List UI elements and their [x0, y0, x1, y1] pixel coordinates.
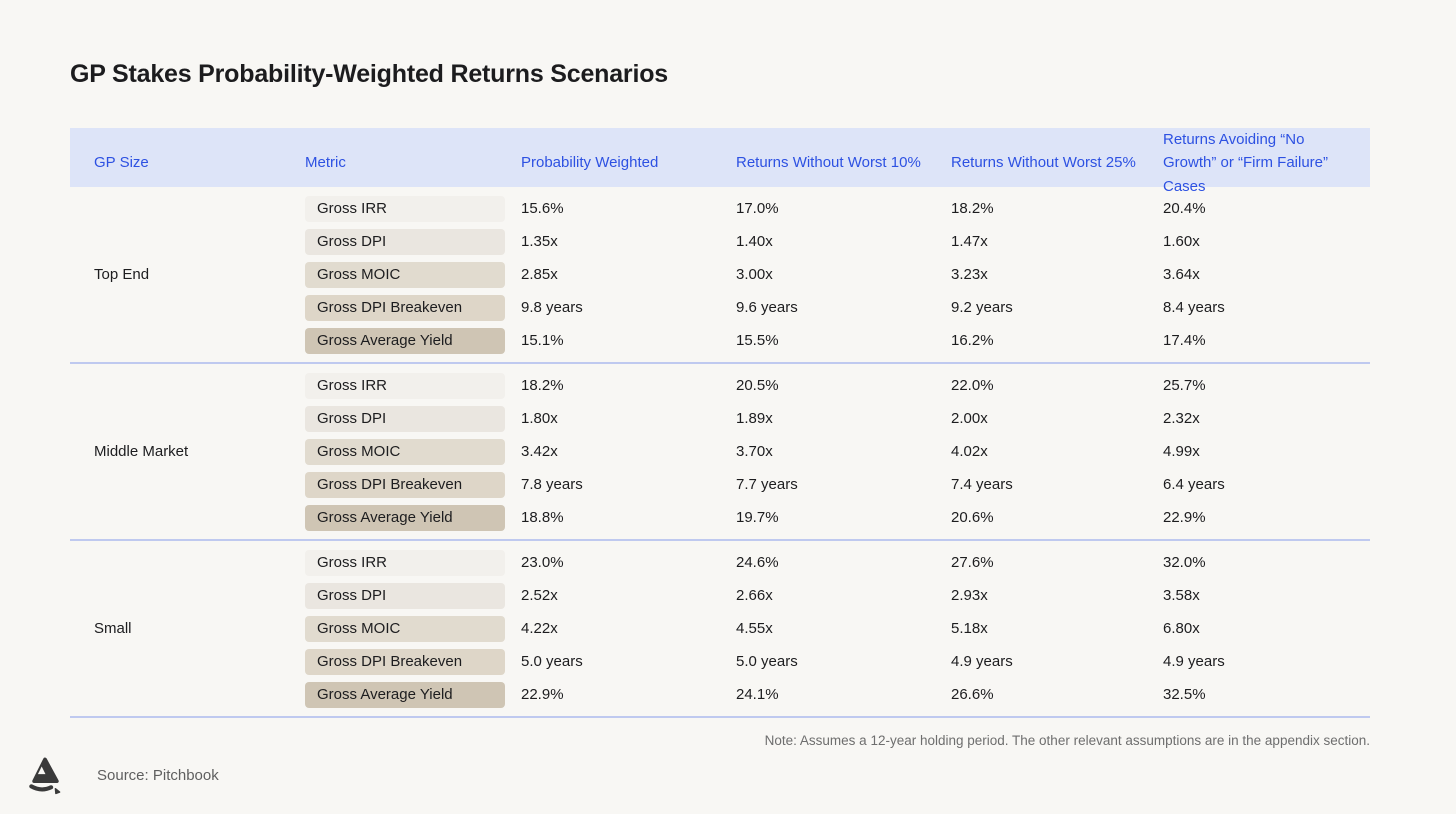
metric-pill: Gross IRR — [305, 195, 505, 222]
gp-size-label: Top End — [94, 266, 150, 283]
value-cell: 32.0% — [1163, 554, 1206, 571]
value-cell: 32.5% — [1163, 686, 1206, 703]
metric-pill: Gross DPI — [305, 582, 505, 609]
value-cell: 9.2 years — [951, 299, 1013, 316]
metric-pill: Gross IRR — [305, 372, 505, 399]
table-note: Note: Assumes a 12-year holding period. … — [764, 733, 1370, 748]
table-body: Top End Gross IRR 15.6% 17.0% 18.2% 20.4% Gros… — [70, 187, 1370, 718]
gp-size-label: Middle Market — [94, 443, 189, 460]
column-header: Probability Weighted — [521, 154, 659, 172]
column-header: Returns Without Worst 10% — [736, 154, 921, 172]
value-cell: 3.58x — [1163, 587, 1200, 604]
value-cell: 19.7% — [736, 509, 779, 526]
value-cell: 18.8% — [521, 509, 564, 526]
value-cell: 17.0% — [736, 200, 779, 217]
brand-logo-icon — [29, 757, 61, 795]
value-cell: 7.7 years — [736, 476, 798, 493]
value-cell: 3.23x — [951, 266, 988, 283]
value-cell: 4.9 years — [1163, 653, 1225, 670]
value-cell: 15.1% — [521, 332, 564, 349]
value-cell: 20.6% — [951, 509, 994, 526]
page-title: GP Stakes Probability-Weighted Returns S… — [70, 60, 668, 88]
value-cell: 2.52x — [521, 587, 558, 604]
value-cell: 3.70x — [736, 443, 773, 460]
value-cell: 7.4 years — [951, 476, 1013, 493]
value-cell: 1.80x — [521, 410, 558, 427]
value-cell: 2.85x — [521, 266, 558, 283]
value-cell: 2.32x — [1163, 410, 1200, 427]
metric-pill: Gross MOIC — [305, 438, 505, 465]
column-header: Metric — [305, 154, 346, 172]
metric-pill: Gross MOIC — [305, 615, 505, 642]
value-cell: 5.18x — [951, 620, 988, 637]
gp-size-group: Small Gross IRR 23.0% 24.6% 27.6% 32.0% Gross … — [70, 541, 1370, 718]
metric-pill: Gross DPI Breakeven — [305, 648, 505, 675]
value-cell: 22.9% — [1163, 509, 1206, 526]
metric-pill: Gross DPI Breakeven — [305, 294, 505, 321]
value-cell: 8.4 years — [1163, 299, 1225, 316]
metric-pill: Gross Average Yield — [305, 681, 505, 708]
source-label: Source: Pitchbook — [97, 767, 219, 784]
value-cell: 20.5% — [736, 377, 779, 394]
value-cell: 24.6% — [736, 554, 779, 571]
metric-pill: Gross IRR — [305, 549, 505, 576]
value-cell: 4.9 years — [951, 653, 1013, 670]
metric-pill: Gross Average Yield — [305, 504, 505, 531]
value-cell: 1.35x — [521, 233, 558, 250]
value-cell: 24.1% — [736, 686, 779, 703]
value-cell: 23.0% — [521, 554, 564, 571]
gp-size-label: Small — [94, 620, 132, 637]
value-cell: 1.47x — [951, 233, 988, 250]
gp-size-group: Top End Gross IRR 15.6% 17.0% 18.2% 20.4% Gros… — [70, 187, 1370, 364]
value-cell: 3.00x — [736, 266, 773, 283]
value-cell: 7.8 years — [521, 476, 583, 493]
value-cell: 22.0% — [951, 377, 994, 394]
value-cell: 20.4% — [1163, 200, 1206, 217]
metric-pill: Gross DPI — [305, 228, 505, 255]
value-cell: 26.6% — [951, 686, 994, 703]
value-cell: 17.4% — [1163, 332, 1206, 349]
gp-size-group: Middle Market Gross IRR 18.2% 20.5% 22.0% 25.… — [70, 364, 1370, 541]
metric-pill: Gross MOIC — [305, 261, 505, 288]
metric-pill: Gross DPI — [305, 405, 505, 432]
value-cell: 2.00x — [951, 410, 988, 427]
value-cell: 3.42x — [521, 443, 558, 460]
value-cell: 15.6% — [521, 200, 564, 217]
value-cell: 4.55x — [736, 620, 773, 637]
value-cell: 27.6% — [951, 554, 994, 571]
returns-table: GP Size Metric Probability Weighted Returns… — [70, 128, 1370, 718]
value-cell: 6.4 years — [1163, 476, 1225, 493]
value-cell: 1.89x — [736, 410, 773, 427]
column-header: Returns Avoiding “No Growth” or “Firm Fa… — [1163, 131, 1329, 195]
value-cell: 1.40x — [736, 233, 773, 250]
value-cell: 4.02x — [951, 443, 988, 460]
value-cell: 16.2% — [951, 332, 994, 349]
table-header-row: GP Size Metric Probability Weighted Returns… — [70, 128, 1370, 195]
value-cell: 5.0 years — [736, 653, 798, 670]
metric-pill: Gross DPI Breakeven — [305, 471, 505, 498]
value-cell: 22.9% — [521, 686, 564, 703]
column-header: Returns Without Worst 25% — [951, 154, 1136, 172]
value-cell: 15.5% — [736, 332, 779, 349]
value-cell: 6.80x — [1163, 620, 1200, 637]
value-cell: 9.6 years — [736, 299, 798, 316]
value-cell: 4.99x — [1163, 443, 1200, 460]
column-header: GP Size — [94, 154, 149, 172]
metric-pill: Gross Average Yield — [305, 327, 505, 354]
value-cell: 2.93x — [951, 587, 988, 604]
footer: Source: Pitchbook — [28, 755, 1456, 796]
value-cell: 4.22x — [521, 620, 558, 637]
value-cell: 18.2% — [521, 377, 564, 394]
value-cell: 18.2% — [951, 200, 994, 217]
value-cell: 9.8 years — [521, 299, 583, 316]
value-cell: 5.0 years — [521, 653, 583, 670]
value-cell: 3.64x — [1163, 266, 1200, 283]
value-cell: 1.60x — [1163, 233, 1200, 250]
value-cell: 2.66x — [736, 587, 773, 604]
value-cell: 25.7% — [1163, 377, 1206, 394]
